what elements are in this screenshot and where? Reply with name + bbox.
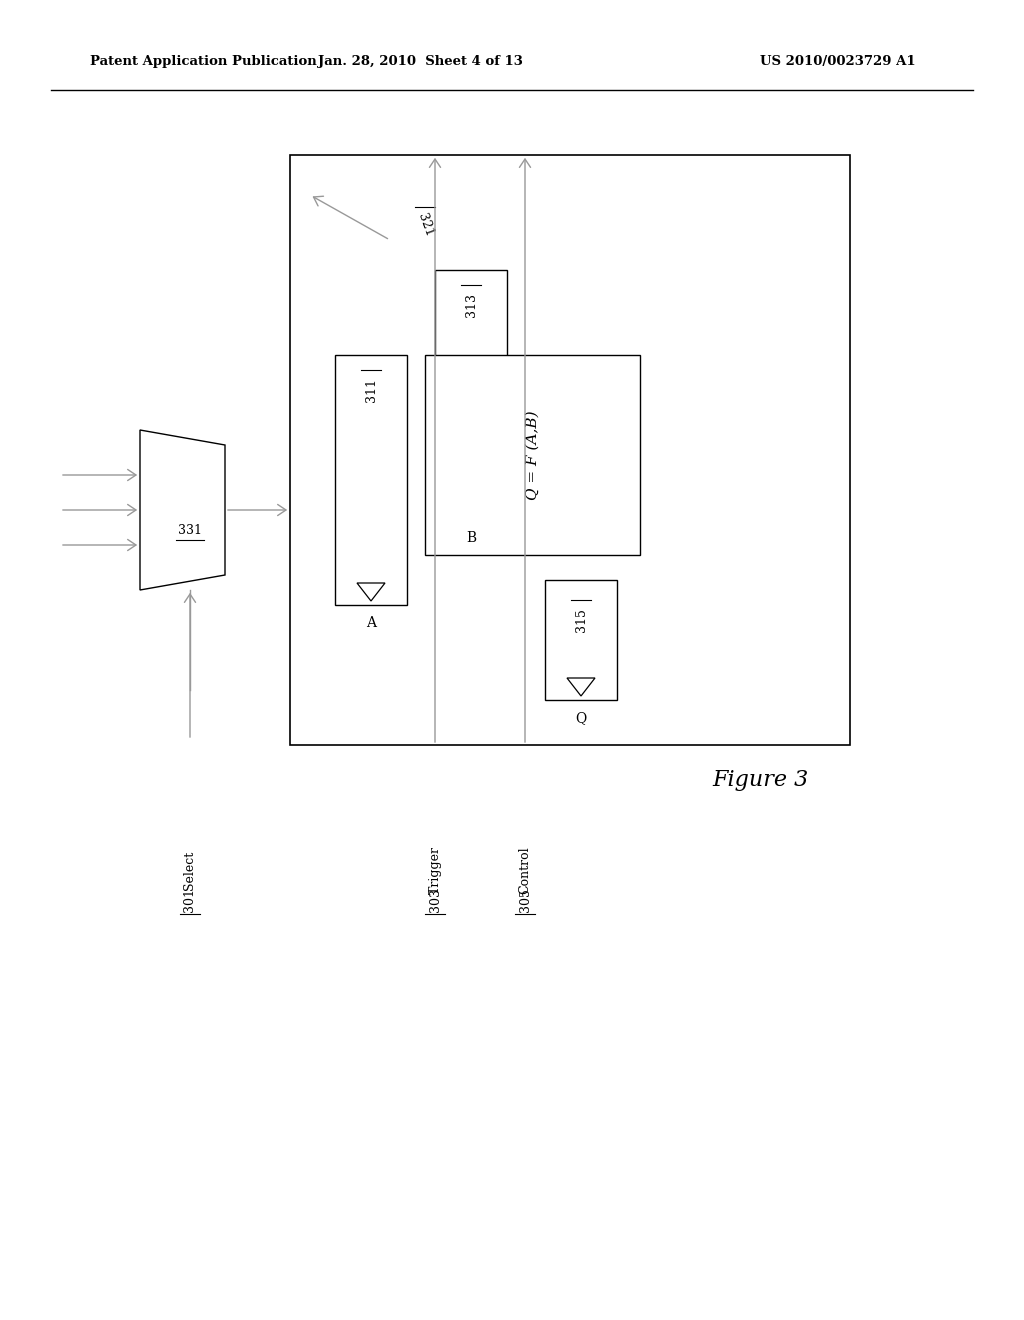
Text: 305: 305	[518, 888, 531, 912]
Text: Patent Application Publication: Patent Application Publication	[90, 55, 316, 69]
Text: US 2010/0023729 A1: US 2010/0023729 A1	[760, 55, 915, 69]
Bar	[435, 271, 507, 520]
Bar	[545, 579, 617, 700]
Text: 331: 331	[178, 524, 202, 536]
Text: Q: Q	[575, 711, 587, 725]
Text: B: B	[466, 531, 476, 545]
Text: 301: 301	[183, 888, 197, 912]
Text: Figure 3: Figure 3	[712, 770, 808, 791]
Text: 315: 315	[574, 609, 588, 632]
Text: 303: 303	[428, 888, 441, 912]
Text: Trigger: Trigger	[428, 846, 441, 894]
Text: 311: 311	[365, 378, 378, 403]
Text: Select: Select	[183, 850, 197, 890]
Bar	[335, 355, 407, 605]
Text: Q = F (A,B): Q = F (A,B)	[526, 411, 540, 500]
Bar	[425, 355, 640, 554]
Text: Jan. 28, 2010  Sheet 4 of 13: Jan. 28, 2010 Sheet 4 of 13	[317, 55, 522, 69]
Bar	[290, 154, 850, 744]
Text: 321: 321	[415, 211, 435, 239]
Text: Control: Control	[518, 846, 531, 894]
Text: A: A	[366, 616, 376, 630]
Text: 313: 313	[465, 293, 477, 317]
